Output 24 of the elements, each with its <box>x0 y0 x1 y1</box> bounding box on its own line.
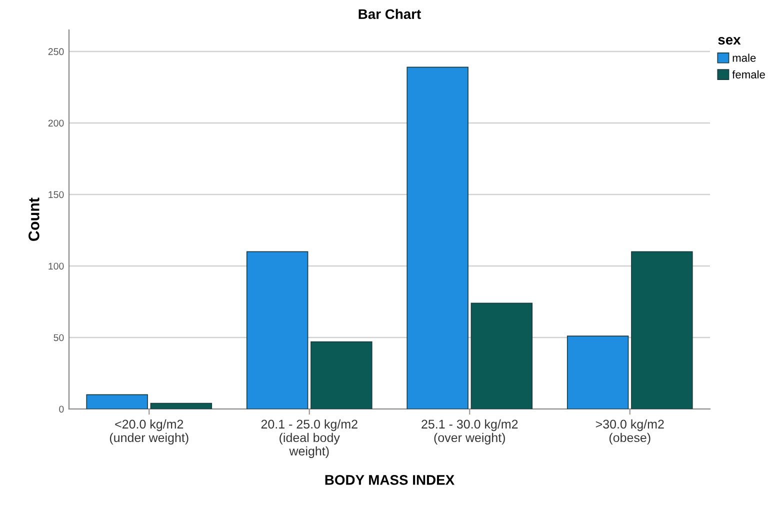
y-axis-title: Count <box>28 198 40 241</box>
bar <box>406 66 468 409</box>
x-tick-label: >30.0 kg/m2 (obese) <box>596 419 664 445</box>
chart-title: Bar Chart <box>358 8 421 20</box>
y-tick-label: 150 <box>48 191 64 198</box>
x-tick-label: 25.1 - 30.0 kg/m2 (over weight) <box>422 419 518 445</box>
y-tick-label: 0 <box>59 406 64 413</box>
legend-title: sex <box>718 37 741 45</box>
bar <box>631 251 693 409</box>
y-tick-label: 200 <box>48 120 64 127</box>
y-tick-label: 100 <box>48 262 64 270</box>
bar <box>566 336 629 409</box>
x-tick-label: 20.1 - 25.0 kg/m2 (ideal body weight) <box>261 419 358 458</box>
bar <box>470 302 533 409</box>
x-tick-label: <20.0 kg/m2 (under weight) <box>110 419 188 445</box>
legend-label: female <box>732 70 765 78</box>
y-tick-label: 250 <box>48 48 64 56</box>
bar <box>86 394 148 409</box>
bar <box>150 402 212 409</box>
bar <box>310 341 372 409</box>
legend-label: male <box>732 54 756 62</box>
y-tick-label: 50 <box>54 334 64 342</box>
x-axis-title: BODY MASS INDEX <box>325 475 454 485</box>
bar <box>246 251 308 409</box>
